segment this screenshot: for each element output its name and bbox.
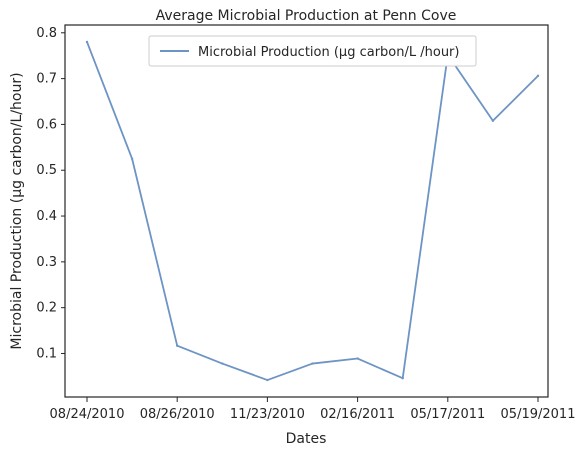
y-tick-label: 0.6 [36,117,57,132]
x-tick-label: 11/23/2010 [230,407,305,422]
legend: Microbial Production (µg carbon/L /hour) [148,35,477,67]
y-tick-label: 0.4 [36,209,57,224]
x-tick-label: 05/17/2011 [410,407,485,422]
y-axis-ticks: 0.1 0.2 0.3 0.4 0.5 0.6 0.7 0.8 [36,26,65,361]
y-tick-label: 0.5 [36,163,57,178]
y-axis-label: Microbial Production (µg carbon/L/hour) [9,72,25,349]
plot-area [64,24,549,398]
x-tick-label: 08/26/2010 [140,407,215,422]
x-tick-label: 05/19/2011 [501,407,576,422]
data-point [311,362,314,365]
data-point [491,119,495,122]
y-tick-label: 0.7 [36,72,57,87]
data-point [356,357,359,360]
data-point [266,378,269,382]
legend-label: Microbial Production (µg carbon/L /hour) [198,45,459,60]
x-axis-label: Dates [286,431,327,447]
data-point [536,74,540,78]
y-tick-label: 0.2 [36,301,57,316]
legend-box [148,35,477,67]
chart-title: Average Microbial Production at Penn Cov… [156,8,457,24]
data-point [130,157,134,160]
data-point [176,344,179,347]
data-point [85,40,89,44]
y-tick-label: 0.8 [36,26,57,41]
x-tick-label: 02/16/2011 [320,407,395,422]
data-point [401,377,404,380]
x-tick-label: 08/24/2010 [50,407,125,422]
y-tick-label: 0.3 [36,255,57,270]
x-axis-ticks: 08/24/2010 08/26/2010 11/23/2010 02/16/2011… [50,397,576,422]
data-point [221,362,224,365]
y-tick-label: 0.1 [36,346,57,361]
